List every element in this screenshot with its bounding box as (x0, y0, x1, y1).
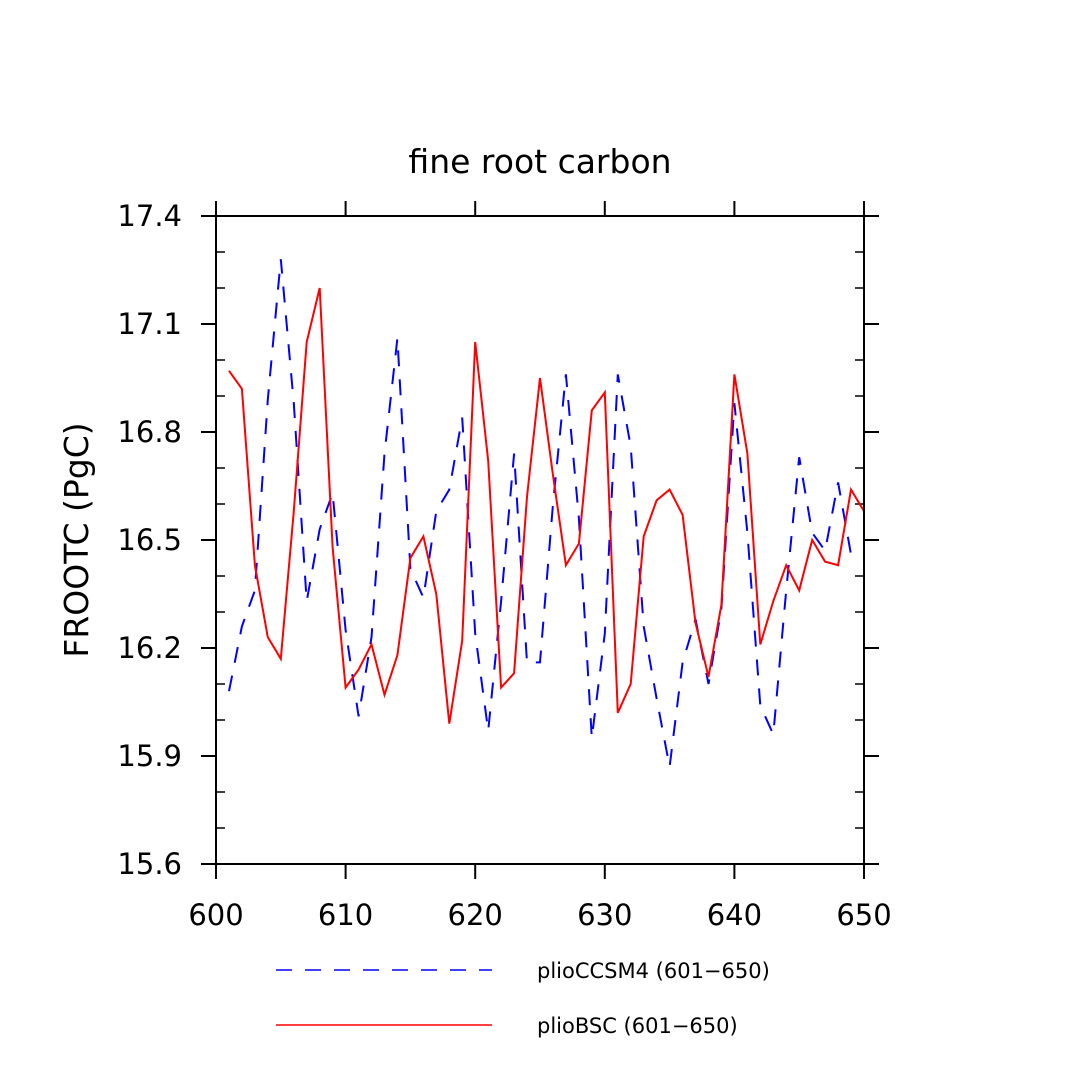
tick-labels: 600 610 620 630 640 650 15.6 15.9 16.2 16.5 16.8 17… (117, 199, 891, 932)
legend-label-1: plioBSC (601−650) (537, 1014, 738, 1038)
x-tick-label: 650 (836, 898, 891, 932)
y-tick-label: 16.5 (117, 523, 182, 557)
legend-label-0: plioCCSM4 (601−650) (537, 959, 770, 983)
series-line-1 (228, 287, 865, 724)
legend: plioCCSM4 (601−650) plioBSC (601−650) (276, 959, 770, 1038)
x-tick-label: 600 (188, 898, 243, 932)
series-line-0 (228, 259, 852, 767)
y-tick-label: 15.9 (117, 739, 182, 773)
series-layer (228, 259, 865, 767)
chart-title: fine root carbon (408, 142, 671, 181)
y-axis-label: FROOTC (PgC) (57, 422, 96, 657)
y-tick-label: 16.2 (117, 631, 182, 665)
x-tick-label: 640 (707, 898, 762, 932)
y-tick-label: 15.6 (117, 847, 182, 881)
axis-ticks (201, 201, 879, 879)
y-tick-label: 17.4 (117, 199, 182, 233)
plot-frame (215, 215, 865, 865)
x-tick-label: 620 (448, 898, 503, 932)
y-tick-label: 16.8 (117, 415, 182, 449)
y-tick-label: 17.1 (117, 307, 182, 341)
x-tick-label: 630 (577, 898, 632, 932)
x-tick-label: 610 (318, 898, 373, 932)
